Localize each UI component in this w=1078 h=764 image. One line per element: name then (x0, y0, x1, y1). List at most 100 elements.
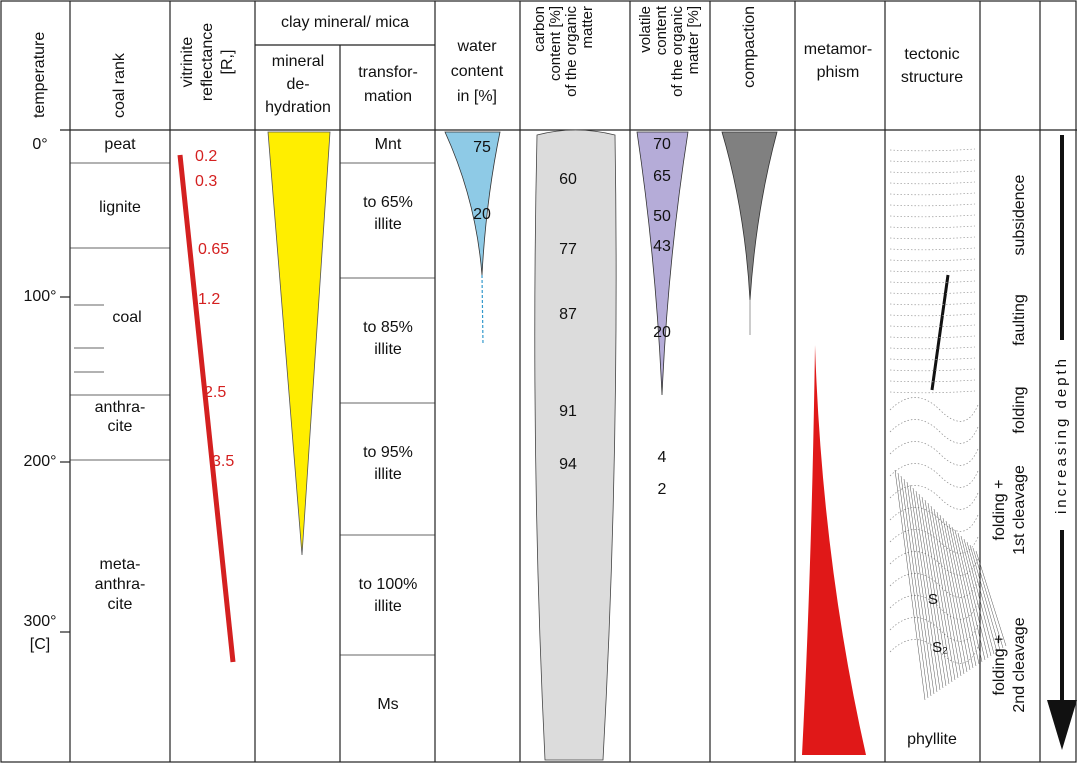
process-label: folding (1011, 386, 1028, 433)
bedding-line (890, 237, 975, 239)
shapes (180, 130, 1077, 760)
transformation-label: illite (374, 216, 402, 233)
header-label: volatile (637, 6, 654, 53)
coal-rank-label: peat (104, 136, 136, 153)
volatile-label: 65 (653, 168, 671, 185)
fold-line (890, 420, 978, 444)
header-label: structure (901, 69, 963, 86)
coal-rank-label: meta- (100, 556, 141, 573)
bedding-line (890, 160, 975, 162)
temperature-label: 0° (32, 136, 47, 153)
water-label: 75 (473, 139, 491, 156)
header-label: hydration (265, 99, 331, 116)
volatile-label: 4 (658, 449, 667, 466)
coal-rank-label: cite (108, 418, 133, 435)
process-label: subsidence (1011, 174, 1028, 255)
carbon-label: 87 (559, 306, 577, 323)
bedding-line (890, 347, 975, 349)
header-label: coal rank (111, 52, 128, 118)
cleavage-line (964, 539, 994, 654)
cleavage-line (961, 536, 991, 656)
bedding-line (890, 204, 975, 206)
header-label: carbon (531, 6, 548, 52)
bedding-line (890, 391, 975, 393)
reflectance-label: 0.2 (195, 148, 217, 165)
header-label: in [%] (457, 88, 497, 105)
header-label: mineral (272, 53, 324, 70)
bedding-line (890, 193, 975, 195)
process-label: faulting (1011, 294, 1028, 346)
reflectance-label: 1.2 (198, 291, 220, 308)
carbon-label: 94 (559, 456, 577, 473)
volatile-label: 2 (658, 481, 667, 498)
fold-line (890, 464, 978, 488)
volatile-label: 20 (653, 324, 671, 341)
cleavage-line (946, 521, 976, 666)
fold-line (890, 486, 978, 510)
header-label: mation (364, 88, 412, 105)
transformation-label: to 95% (363, 444, 413, 461)
bedding-line (890, 369, 975, 371)
depth-label: increasing depth (1053, 356, 1070, 514)
transformation-label: to 100% (359, 576, 418, 593)
fold-line (890, 398, 978, 422)
header-label: of the organic (563, 6, 580, 97)
bedding-line (890, 226, 975, 228)
header-label: [R,] (219, 50, 236, 75)
header-label: de- (286, 76, 309, 93)
coal-rank-label: cite (108, 596, 133, 613)
header-label: water (456, 38, 497, 55)
process-label: folding + (991, 480, 1008, 541)
process-label: 2nd cleavage (1011, 617, 1028, 712)
coal-rank-label: anthra- (95, 576, 146, 593)
header-label: content (451, 63, 504, 80)
coal-rank-label: coal (112, 309, 141, 326)
reflectance-label: 0.65 (198, 241, 229, 258)
tectonic-label: S (928, 591, 938, 608)
bedding-line (890, 292, 975, 294)
header-label: matter [%] (685, 6, 702, 74)
coal-rank-label: lignite (99, 199, 141, 216)
header-label: transfor- (358, 64, 418, 81)
carbon-shape (535, 130, 616, 760)
header-label: matter (579, 6, 596, 49)
temperature-label: [C] (30, 636, 50, 653)
transformation-label: Mnt (375, 136, 402, 153)
diagram: temperaturecoal rankvitrinitereflectance… (0, 0, 1078, 764)
bedding-line (890, 171, 975, 173)
header-label: compaction (741, 6, 758, 88)
process-label: 1st cleavage (1011, 465, 1028, 555)
bedding-line (890, 325, 975, 327)
temperature-label: 300° (23, 613, 56, 630)
coal-rank-label: anthra- (95, 399, 146, 416)
compaction-wedge (722, 132, 777, 300)
volatile-label: 43 (653, 238, 671, 255)
cleavage-line (973, 548, 1003, 648)
header-label: vitrinite (179, 37, 196, 88)
carbon-label: 91 (559, 403, 577, 420)
dehydration-wedge (268, 132, 330, 555)
reflectance-curve (180, 155, 233, 662)
bedding-line (890, 281, 975, 283)
fault (932, 275, 948, 390)
carbon-label: 60 (559, 171, 577, 188)
temperature-label: 100° (23, 288, 56, 305)
cleavage-line (952, 527, 982, 662)
transformation-label: illite (374, 341, 402, 358)
header-label: content [%] (547, 6, 564, 81)
header-label: clay mineral/ mica (281, 14, 409, 31)
temperature-label: 200° (23, 453, 56, 470)
header-label: phism (817, 64, 860, 81)
tectonic-label: phyllite (907, 731, 957, 748)
cleavage-line (970, 545, 1000, 650)
bedding-line (890, 314, 975, 316)
bedding-line (890, 215, 975, 217)
bedding-line (890, 270, 975, 272)
volatile-label: 50 (653, 208, 671, 225)
water-label: 20 (473, 206, 491, 223)
depth-arrow-head (1047, 700, 1077, 750)
reflectance-label: 0.3 (195, 173, 217, 190)
header-label: of the organic (669, 6, 686, 97)
bedding-line (890, 358, 975, 360)
cleavage-line (949, 524, 979, 664)
